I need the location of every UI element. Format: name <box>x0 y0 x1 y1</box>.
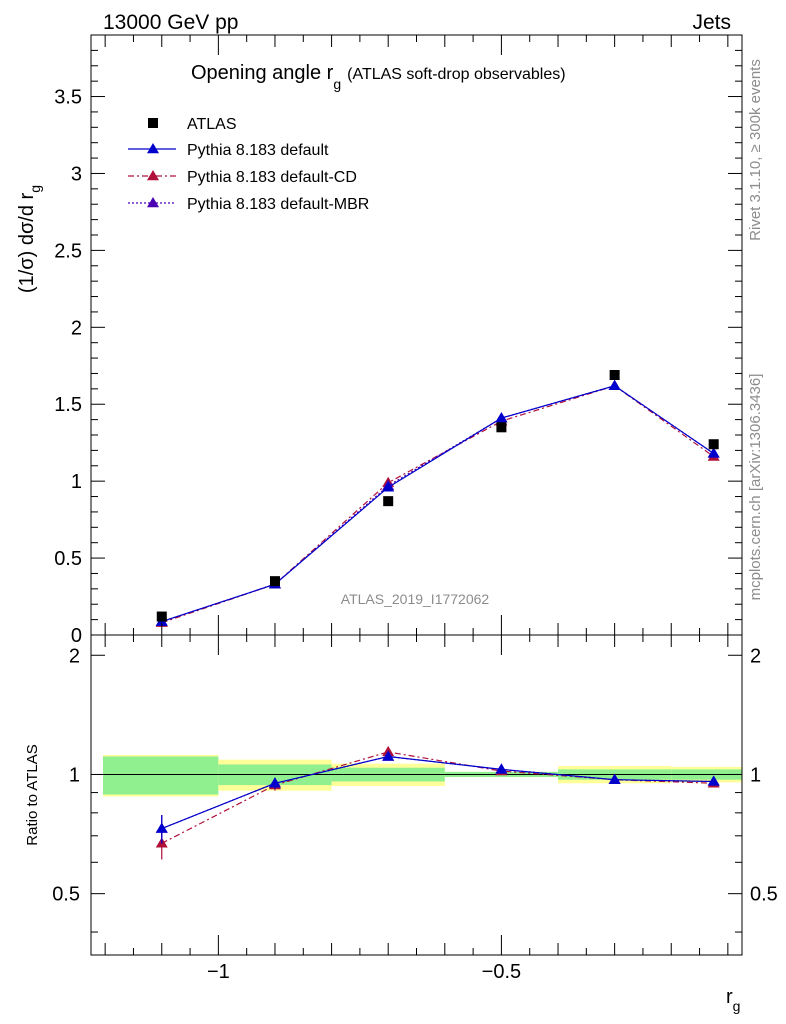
chart-title: Opening angle rg(ATLAS soft-drop observa… <box>191 62 566 92</box>
ratio-series-marker <box>707 775 720 786</box>
x-tick-label: −0.5 <box>482 961 521 983</box>
x-tick-label: −1 <box>207 961 230 983</box>
data-point <box>156 611 167 622</box>
data-point <box>496 422 507 433</box>
y-tick-label: 3 <box>71 163 82 185</box>
ratio-bands <box>103 754 742 797</box>
y-tick-label: 1 <box>71 471 82 493</box>
ratio-x-ticks: −1 −0.5 <box>104 635 729 983</box>
ratio-series-marker <box>495 763 508 774</box>
data-point <box>269 576 280 587</box>
ratio-tick-label-left: 1 <box>69 764 80 786</box>
y-axis-label-ratio: Ratio to ATLAS <box>24 744 41 845</box>
main-data-points <box>156 370 719 622</box>
y-tick-label: 2.5 <box>54 240 82 262</box>
main-x-ticks <box>104 35 729 635</box>
ratio-tick-label-right: 2 <box>750 645 761 667</box>
main-y-ticks: 0 0.5 1 1.5 2 2.5 3 3.5 <box>54 49 742 647</box>
ratio-tick-label-right: 0.5 <box>750 884 778 906</box>
ratio-series-marker <box>382 750 395 761</box>
ratio-y-ticks: 0.5 0.5 1 1 2 2 <box>52 645 778 933</box>
legend-marker <box>147 197 159 208</box>
main-series-line <box>161 385 715 623</box>
main-series-marker <box>495 412 508 423</box>
legend: ATLAS Pythia 8.183 default Pythia 8.183 de… <box>128 116 369 213</box>
main-series-marker <box>608 379 621 390</box>
y-axis-label-main: (1/σ) dσ/d rg <box>16 185 43 293</box>
y-tick-label: 0 <box>71 625 82 647</box>
ratio-band-inner <box>103 756 219 795</box>
legend-label: Pythia 8.183 default-CD <box>187 169 357 186</box>
mcplots-label: mcplots.cern.ch [arXiv:1306.3436] <box>747 374 764 601</box>
main-series-marker <box>382 481 395 492</box>
x-axis-label: rg <box>726 986 740 1014</box>
data-point <box>383 496 394 507</box>
legend-label-data: ATLAS <box>187 116 237 133</box>
ratio-series-line <box>161 755 714 830</box>
ratio-tick-label-left: 0.5 <box>52 884 80 906</box>
y-tick-label: 2 <box>71 317 82 339</box>
legend-marker <box>147 170 159 181</box>
y-tick-label: 3.5 <box>54 87 82 109</box>
ratio-tick-label-left: 2 <box>69 645 80 667</box>
data-point <box>609 370 620 380</box>
header-left: 13000 GeV pp <box>103 11 238 34</box>
ratio-series-marker <box>608 773 621 784</box>
ratio-series-marker <box>155 822 168 833</box>
legend-marker <box>147 143 159 154</box>
y-tick-label: 0.5 <box>54 548 82 570</box>
legend-label: Pythia 8.183 default-MBR <box>187 196 369 213</box>
data-point <box>708 439 719 450</box>
watermark: ATLAS_2019_I1772062 <box>341 591 490 607</box>
main-series-marker <box>707 447 720 458</box>
ratio-series-marker <box>268 777 281 788</box>
main-series-line <box>161 385 715 624</box>
main-series <box>155 379 720 627</box>
header-right: Jets <box>692 11 731 34</box>
legend-marker-data <box>148 118 158 128</box>
ratio-series <box>155 745 720 860</box>
ratio-tick-label-right: 1 <box>750 764 761 786</box>
main-series-line <box>161 385 715 623</box>
y-tick-label: 1.5 <box>54 394 82 416</box>
legend-label: Pythia 8.183 default <box>187 142 329 159</box>
rivet-label: Rivet 3.1.10, ≥ 300k events <box>747 59 764 241</box>
